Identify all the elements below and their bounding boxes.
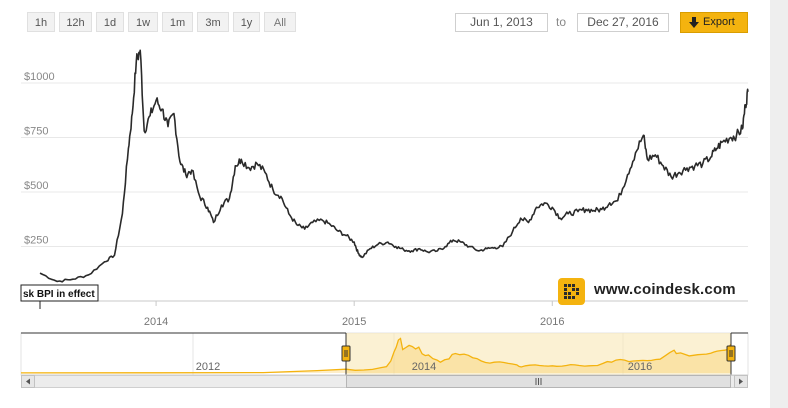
y-tick-label: $1000 [24, 71, 55, 83]
range-1y-button[interactable]: 1y [233, 12, 260, 32]
navigator-handle-left[interactable] [341, 345, 351, 362]
navigator[interactable]: 2012 2014 2016 [20, 332, 749, 376]
y-tick-label: $250 [24, 235, 48, 247]
navigator-scrollbar-thumb[interactable] [346, 375, 731, 388]
x-tick-label: 2015 [342, 316, 366, 328]
range-12h-button[interactable]: 12h [59, 12, 92, 32]
range-1w-button[interactable]: 1w [128, 12, 158, 32]
range-1m-button[interactable]: 1m [162, 12, 193, 32]
bpi-flag: sk BPI in effect [20, 284, 99, 309]
scroll-grip-icon [535, 378, 542, 385]
page-edge [770, 0, 788, 408]
scroll-left-arrow-icon [26, 378, 30, 385]
bpi-flag-label: sk BPI in effect [23, 289, 95, 300]
x-axis-labels: 2014 2015 2016 [144, 301, 565, 328]
coindesk-logo-icon [558, 278, 585, 305]
y-axis-labels: $250 $500 $750 $1000 [24, 71, 55, 247]
navigator-handle-right[interactable] [726, 345, 736, 362]
x-tick-label: 2014 [144, 316, 168, 328]
navigator-area [21, 338, 731, 373]
navigator-label-2016: 2016 [628, 361, 652, 373]
range-all-button[interactable]: All [264, 12, 296, 32]
to-label: to [556, 15, 567, 29]
range-1d-button[interactable]: 1d [96, 12, 124, 32]
navigator-label-2014: 2014 [412, 361, 436, 373]
x-tick-label: 2016 [540, 316, 564, 328]
download-arrow-icon [689, 17, 699, 28]
from-date-input[interactable]: Jun 1, 2013 [455, 13, 548, 32]
y-tick-label: $750 [24, 126, 48, 138]
to-date-input[interactable]: Dec 27, 2016 [577, 13, 669, 32]
range-1h-button[interactable]: 1h [27, 12, 55, 32]
scroll-right-arrow-icon [739, 378, 743, 385]
export-label: Export [703, 16, 735, 28]
y-tick-label: $500 [24, 180, 48, 192]
price-series-line [39, 49, 749, 283]
navigator-label-2012: 2012 [196, 361, 220, 373]
gridlines [21, 82, 748, 247]
navigator-line [20, 337, 732, 374]
scroll-right-button[interactable] [734, 375, 748, 388]
scroll-left-button[interactable] [21, 375, 35, 388]
range-3m-button[interactable]: 3m [197, 12, 229, 32]
coindesk-watermark: www.coindesk.com [594, 281, 736, 298]
export-button[interactable]: Export [680, 12, 748, 33]
